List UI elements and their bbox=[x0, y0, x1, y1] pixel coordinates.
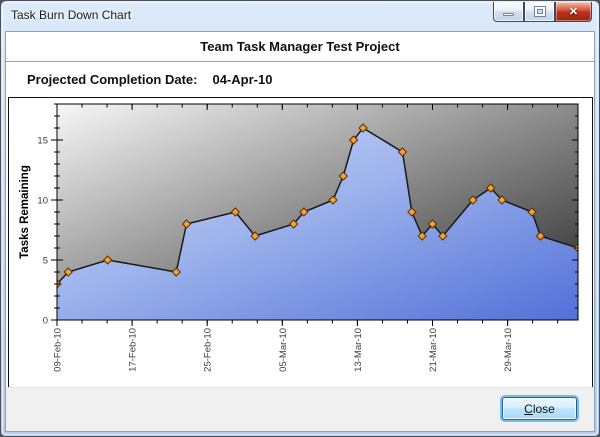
x-tick-label: 09-Feb-10 bbox=[53, 328, 64, 372]
plot-border bbox=[56, 103, 579, 321]
data-point bbox=[171, 267, 181, 277]
project-title: Team Task Manager Test Project bbox=[6, 32, 594, 62]
data-point bbox=[397, 147, 408, 157]
title-bar[interactable]: Task Burn Down Chart bbox=[1, 1, 599, 31]
data-point bbox=[250, 231, 260, 241]
window-controls: ✕ bbox=[493, 2, 592, 22]
x-tick-label: 17-Feb-10 bbox=[128, 328, 139, 372]
x-tick-label: 21-Mar-10 bbox=[428, 328, 439, 372]
close-icon: ✕ bbox=[568, 5, 579, 18]
data-point bbox=[348, 135, 359, 145]
data-point bbox=[438, 231, 448, 241]
data-point bbox=[535, 231, 546, 241]
x-tick-label: 13-Mar-10 bbox=[353, 328, 364, 372]
data-point bbox=[338, 171, 349, 181]
data-point bbox=[468, 195, 478, 205]
data-point bbox=[417, 231, 427, 241]
projected-completion-row: Projected Completion Date: 04-Apr-10 bbox=[6, 62, 594, 96]
x-tick-label: 25-Feb-10 bbox=[203, 328, 214, 372]
data-point bbox=[230, 207, 241, 217]
close-window-button[interactable]: ✕ bbox=[555, 2, 592, 22]
data-point bbox=[497, 195, 507, 205]
minimize-button[interactable] bbox=[493, 2, 524, 22]
data-point bbox=[527, 207, 537, 217]
footer-bar: Close bbox=[6, 387, 594, 431]
data-point bbox=[288, 219, 299, 229]
data-point bbox=[485, 183, 496, 193]
y-axis-title: Tasks Remaining bbox=[19, 165, 31, 259]
y-tick-label: 15 bbox=[37, 136, 48, 147]
maximize-button[interactable] bbox=[524, 2, 555, 22]
data-point bbox=[181, 219, 192, 229]
data-point bbox=[358, 123, 368, 133]
data-point bbox=[328, 195, 338, 205]
y-tick-label: 5 bbox=[43, 256, 48, 267]
burndown-chart: 0 5 10 15 09-Feb-10 17-Feb-10 25-Feb-10 05-Mar-… bbox=[19, 103, 579, 372]
projected-completion-value: 04-Apr-10 bbox=[212, 71, 273, 87]
close-button[interactable]: Close bbox=[502, 397, 577, 420]
data-point bbox=[102, 255, 113, 265]
projected-completion-label: Projected Completion Date: bbox=[27, 71, 198, 87]
x-tick-label: 05-Mar-10 bbox=[278, 328, 289, 372]
x-tick-label: 29-Mar-10 bbox=[503, 328, 514, 372]
series-markers bbox=[57, 123, 578, 289]
window-title: Task Burn Down Chart bbox=[11, 8, 132, 22]
minimize-icon bbox=[503, 13, 514, 16]
y-tick-label: 10 bbox=[37, 196, 48, 207]
maximize-icon bbox=[534, 7, 545, 16]
data-point bbox=[427, 219, 438, 229]
y-tick-label: 0 bbox=[43, 316, 48, 327]
dialog-client-area: Team Task Manager Test Project Projected… bbox=[5, 31, 595, 432]
data-point bbox=[299, 207, 309, 217]
chart-panel: 0 5 10 15 09-Feb-10 17-Feb-10 25-Feb-10 05-Mar-… bbox=[8, 97, 593, 389]
data-point bbox=[63, 267, 73, 277]
data-point bbox=[407, 207, 417, 217]
